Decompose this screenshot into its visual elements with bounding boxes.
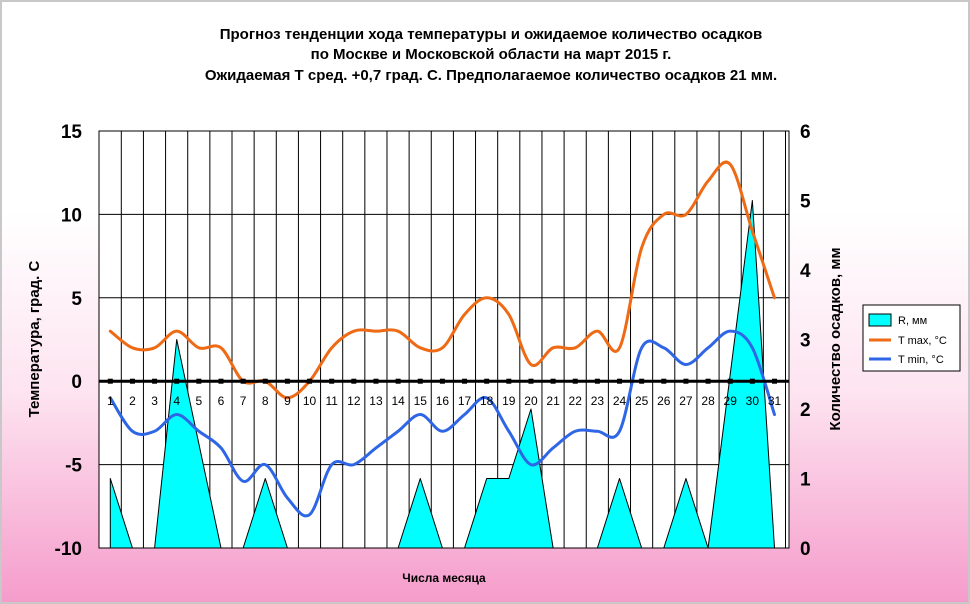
zero-marker-28 xyxy=(705,378,711,384)
y-tick-label-5: 5 xyxy=(71,289,82,310)
x-tick-label-13: 13 xyxy=(369,394,383,408)
legend: R, мм T max, °C T min, °C xyxy=(862,304,961,372)
y-tick-label-10: 10 xyxy=(61,205,82,226)
x-tick-label-26: 26 xyxy=(657,394,671,408)
zero-marker-4 xyxy=(174,378,180,384)
zero-marker-9 xyxy=(284,378,290,384)
legend-label-tmin: T min, °C xyxy=(898,354,944,366)
zero-marker-14 xyxy=(395,378,401,384)
x-tick-label-4: 4 xyxy=(173,394,180,408)
y2-tick-label-5: 5 xyxy=(800,192,811,213)
x-tick-label-8: 8 xyxy=(262,394,269,408)
x-tick-label-20: 20 xyxy=(524,394,538,408)
y-tick-label--10: -10 xyxy=(55,539,82,560)
chart-title-line-3: Ожидаемая Т сред. +0,7 град. С. Предпола… xyxy=(205,67,777,84)
chart-title: Прогноз тенденции хода температуры и ожи… xyxy=(205,26,777,84)
zero-marker-7 xyxy=(240,378,246,384)
y-tick-label-15: 15 xyxy=(61,122,83,143)
x-tick-label-15: 15 xyxy=(414,394,428,408)
y2-tick-label-1: 1 xyxy=(800,470,811,491)
x-tick-label-29: 29 xyxy=(724,394,738,408)
zero-marker-29 xyxy=(727,378,733,384)
y2-tick-label-2: 2 xyxy=(800,400,811,421)
y2-tick-label-4: 4 xyxy=(800,261,811,282)
zero-axis xyxy=(99,378,789,384)
y2-tick-label-3: 3 xyxy=(800,331,811,352)
zero-marker-19 xyxy=(506,378,512,384)
x-tick-label-25: 25 xyxy=(635,394,649,408)
chart-title-line-1: Прогноз тенденции хода температуры и ожи… xyxy=(220,26,763,43)
x-tick-label-3: 3 xyxy=(151,394,158,408)
x-tick-label-16: 16 xyxy=(436,394,450,408)
zero-marker-25 xyxy=(639,378,645,384)
x-axis-title: Числа месяца xyxy=(402,571,486,585)
x-tick-label-10: 10 xyxy=(303,394,317,408)
x-tick-label-18: 18 xyxy=(480,394,494,408)
x-tick-label-23: 23 xyxy=(591,394,605,408)
legend-label-precipitation: R, мм xyxy=(898,315,927,327)
zero-marker-16 xyxy=(439,378,445,384)
zero-marker-8 xyxy=(262,378,268,384)
plot-border xyxy=(98,130,790,549)
y-axis-title: Температура, град. С xyxy=(26,260,43,417)
zero-marker-11 xyxy=(329,378,335,384)
x-tick-label-9: 9 xyxy=(284,394,291,408)
x-tick-label-7: 7 xyxy=(240,394,247,408)
zero-marker-12 xyxy=(351,378,357,384)
y-tick-label-0: 0 xyxy=(71,372,82,393)
zero-marker-22 xyxy=(572,378,578,384)
zero-marker-23 xyxy=(594,378,600,384)
x-tick-label-22: 22 xyxy=(569,394,583,408)
y2-tick-label-0: 0 xyxy=(800,539,811,560)
zero-marker-3 xyxy=(152,378,158,384)
tmin-series-line xyxy=(108,329,776,518)
zero-marker-17 xyxy=(462,378,468,384)
x-tick-label-21: 21 xyxy=(546,394,560,408)
zero-marker-1 xyxy=(107,378,113,384)
x-tick-label-31: 31 xyxy=(768,394,782,408)
temperature-lines xyxy=(108,160,776,518)
zero-marker-21 xyxy=(550,378,556,384)
zero-marker-6 xyxy=(218,378,224,384)
zero-marker-10 xyxy=(307,378,313,384)
y-tick-label--5: -5 xyxy=(65,456,82,477)
x-tick-label-27: 27 xyxy=(679,394,693,408)
x-tick-label-14: 14 xyxy=(391,394,405,408)
chart-title-line-2: по Москве и Московской области на март 2… xyxy=(311,46,672,63)
tmax-series-line xyxy=(108,160,776,400)
x-tick-label-6: 6 xyxy=(218,394,225,408)
zero-marker-2 xyxy=(129,378,135,384)
zero-marker-24 xyxy=(617,378,623,384)
x-tick-label-11: 11 xyxy=(325,394,338,408)
x-tick-label-19: 19 xyxy=(502,394,516,408)
x-tick-label-24: 24 xyxy=(613,394,627,408)
x-tick-label-1: 1 xyxy=(107,394,114,408)
zero-marker-26 xyxy=(661,378,667,384)
x-tick-label-5: 5 xyxy=(196,394,203,408)
x-tick-label-2: 2 xyxy=(129,394,136,408)
zero-marker-18 xyxy=(484,378,490,384)
right-axis-ticks: 0 1 2 3 4 5 6 xyxy=(800,122,811,560)
x-tick-label-30: 30 xyxy=(746,394,760,408)
legend-swatch-precipitation xyxy=(868,313,892,327)
y2-tick-label-6: 6 xyxy=(800,122,811,143)
left-axis-ticks: -10 -5 0 5 10 15 xyxy=(55,122,83,560)
x-axis-tick-labels: 1 2 3 4 5 6 7 8 9 10 11 12 13 14 15 16 17 18 19 20 21 22 23 24 2… xyxy=(107,394,782,408)
legend-label-tmax: T max, °C xyxy=(898,335,947,347)
x-tick-label-28: 28 xyxy=(701,394,715,408)
zero-marker-13 xyxy=(373,378,379,384)
plot-area xyxy=(99,131,789,548)
x-tick-label-17: 17 xyxy=(458,394,472,408)
zero-marker-30 xyxy=(749,378,755,384)
zero-marker-31 xyxy=(772,378,777,384)
zero-marker-20 xyxy=(528,378,534,384)
zero-marker-15 xyxy=(417,378,423,384)
y2-axis-title: Количество осадков, мм xyxy=(827,247,844,430)
zero-marker-27 xyxy=(683,378,689,384)
zero-marker-5 xyxy=(196,378,202,384)
x-tick-label-12: 12 xyxy=(347,394,361,408)
